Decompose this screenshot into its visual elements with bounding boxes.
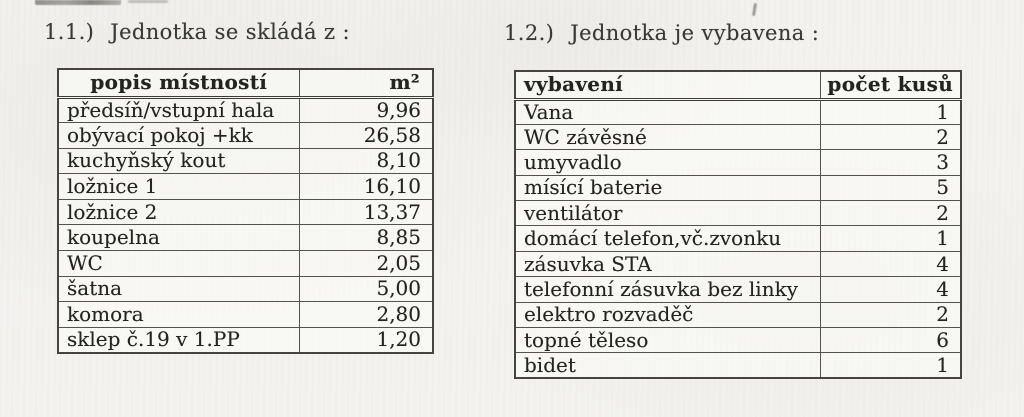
table-row: ložnice 2 13,37 (57, 198, 434, 226)
table-row: zásuvka STA 4 (514, 250, 962, 278)
table-row: komora 2,80 (57, 301, 434, 328)
row-label-cell: ložnice 1 (57, 173, 300, 200)
table-row: ložnice 1 16,10 (57, 173, 434, 200)
row-label-cell: zásuvka STA (514, 250, 821, 278)
section-heading-unit-equipment: 1.2.) Jednotka je vybavena : (504, 21, 819, 45)
column-header-piece-count: počet kusů (819, 70, 962, 101)
row-label-cell: ventilátor (514, 200, 821, 227)
scan-artifact-smudge (35, 0, 121, 5)
table-row: předsíň/vstupní hala 9,96 (57, 96, 434, 124)
table-row: topné těleso 6 (514, 327, 962, 354)
table-row: kuchyňský kout 8,10 (57, 147, 434, 175)
row-value-cell: 2,80 (298, 301, 434, 328)
row-value-cell: 5,00 (298, 275, 434, 303)
row-value-cell: 3 (819, 149, 962, 176)
section-title: Jednotka se skládá z : (110, 20, 350, 44)
row-value-cell: 26,58 (298, 122, 434, 149)
row-value-cell: 2,05 (298, 250, 434, 277)
table-row: Vana 1 (514, 98, 962, 125)
row-value-cell: 2 (819, 200, 962, 227)
table-header-row: popis místností m² (57, 68, 434, 99)
table-row: koupelna 8,85 (57, 224, 434, 252)
row-value-cell: 2 (819, 123, 962, 151)
row-label-cell: Vana (514, 98, 821, 125)
table-row: bidet 1 (514, 352, 962, 379)
row-label-cell: koupelna (57, 224, 300, 252)
table-row: WC závěsné 2 (514, 123, 962, 151)
table-row: WC 2,05 (57, 250, 434, 277)
rooms-table: popis místností m² předsíň/vstupní hala 9… (57, 68, 434, 354)
rooms-table-body: předsíň/vstupní hala 9,96 obývací pokoj +k… (57, 96, 434, 354)
equipment-table: vybavení počet kusů Vana 1 WC závěsné 2 umyv… (514, 70, 962, 380)
row-label-cell: šatna (57, 275, 300, 303)
row-value-cell: 1 (819, 352, 962, 379)
row-value-cell: 2 (819, 301, 962, 329)
row-label-cell: WC závěsné (514, 123, 821, 151)
section-heading-unit-composition: 1.1.) Jednotka se skládá z : (44, 20, 350, 44)
row-value-cell: 4 (819, 276, 962, 303)
table-row: šatna 5,00 (57, 275, 434, 303)
row-label-cell: ložnice 2 (57, 198, 300, 226)
column-header-area-m2: m² (298, 68, 434, 99)
row-value-cell: 9,96 (298, 96, 434, 124)
row-value-cell: 1,20 (298, 326, 434, 354)
row-value-cell: 6 (819, 327, 962, 354)
row-value-cell: 5 (819, 174, 962, 202)
table-row: umyvadlo 3 (514, 149, 962, 176)
table-row: domácí telefon,vč.zvonku 1 (514, 225, 962, 252)
row-label-cell: telefonní zásuvka bez linky (514, 276, 821, 303)
row-label-cell: elektro rozvaděč (514, 301, 821, 329)
row-value-cell: 4 (819, 250, 962, 278)
row-value-cell: 16,10 (298, 173, 434, 200)
row-label-cell: domácí telefon,vč.zvonku (514, 225, 821, 252)
table-row: elektro rozvaděč 2 (514, 301, 962, 329)
row-label-cell: WC (57, 250, 300, 277)
table-row: sklep č.19 v 1.PP 1,20 (57, 326, 434, 354)
row-value-cell: 1 (819, 98, 962, 125)
row-value-cell: 8,10 (298, 147, 434, 175)
table-row: mísící baterie 5 (514, 174, 962, 202)
table-row: obývací pokoj +kk 26,58 (57, 122, 434, 149)
row-label-cell: bidet (514, 352, 821, 379)
table-row: ventilátor 2 (514, 200, 962, 227)
table-row: telefonní zásuvka bez linky 4 (514, 276, 962, 303)
equipment-table-body: Vana 1 WC závěsné 2 umyvadlo 3 mísící baterie 5… (514, 98, 962, 379)
row-label-cell: předsíň/vstupní hala (57, 96, 300, 124)
section-number: 1.1.) (44, 20, 95, 44)
scan-artifact-smudge (128, 0, 168, 3)
row-value-cell: 1 (819, 225, 962, 252)
row-label-cell: komora (57, 301, 300, 328)
table-header-row: vybavení počet kusů (514, 70, 962, 101)
row-label-cell: kuchyňský kout (57, 147, 300, 175)
row-label-cell: umyvadlo (514, 149, 821, 176)
row-value-cell: 13,37 (298, 198, 434, 226)
row-label-cell: mísící baterie (514, 174, 821, 202)
scan-artifact-tick (752, 2, 757, 17)
row-value-cell: 8,85 (298, 224, 434, 252)
row-label-cell: topné těleso (514, 327, 821, 354)
column-header-equipment: vybavení (514, 70, 821, 101)
column-header-room-description: popis místností (57, 68, 300, 99)
section-title: Jednotka je vybavena : (570, 21, 820, 45)
row-label-cell: sklep č.19 v 1.PP (57, 326, 300, 354)
section-number: 1.2.) (504, 21, 555, 45)
row-label-cell: obývací pokoj +kk (57, 122, 300, 149)
